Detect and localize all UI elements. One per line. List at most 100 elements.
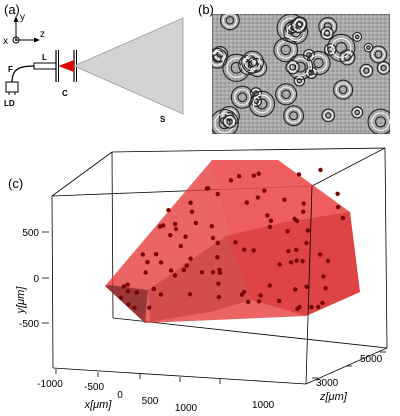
y-tick-label: 0 bbox=[33, 274, 39, 285]
particle-dot bbox=[305, 228, 311, 233]
particle-dot bbox=[173, 226, 179, 232]
diffraction-ring bbox=[219, 14, 240, 31]
panel-label-b: (b) bbox=[198, 2, 214, 17]
diffraction-ring bbox=[335, 41, 348, 54]
lens-holder bbox=[33, 62, 57, 70]
particle-dot bbox=[258, 293, 263, 298]
particle-dot bbox=[267, 224, 273, 229]
particle-dot bbox=[178, 243, 183, 249]
diffraction-ring bbox=[354, 34, 360, 40]
particle-dot bbox=[282, 197, 287, 202]
diffraction-ring bbox=[309, 54, 328, 72]
diffraction-ring bbox=[361, 65, 372, 76]
diffraction-ring bbox=[364, 44, 372, 52]
label-laser-diode: LD bbox=[4, 99, 15, 108]
diffraction-ring bbox=[212, 53, 222, 63]
particle-dot bbox=[301, 201, 306, 206]
z-axis-arrowhead bbox=[34, 37, 40, 43]
particle-dot bbox=[268, 218, 274, 223]
volume-face-top bbox=[212, 160, 350, 236]
diffraction-ring bbox=[287, 62, 298, 73]
diffraction-ring bbox=[252, 94, 272, 114]
particle-dot bbox=[335, 204, 341, 210]
diffraction-ring bbox=[296, 78, 303, 84]
diffraction-ring bbox=[291, 57, 310, 77]
diffraction-ring bbox=[222, 114, 237, 129]
x-tick-label: 500 bbox=[142, 396, 159, 407]
diffraction-ring bbox=[256, 98, 268, 110]
particle-dot bbox=[215, 191, 220, 197]
diffraction-ring bbox=[276, 41, 295, 59]
particle-dot bbox=[145, 260, 150, 265]
particle-dot bbox=[236, 174, 242, 179]
axis-label-x: x bbox=[3, 36, 8, 47]
panel-label-a: (a) bbox=[4, 2, 20, 17]
particle-dot bbox=[304, 240, 309, 246]
diffraction-ring bbox=[352, 31, 363, 42]
diffraction-ring bbox=[234, 88, 251, 106]
particle-dot bbox=[217, 267, 222, 272]
particle-dot bbox=[294, 258, 299, 263]
particle-dot bbox=[184, 263, 189, 268]
diffraction-ring bbox=[363, 67, 370, 74]
particle-dot bbox=[340, 215, 346, 221]
x-tick-label: -1000 bbox=[37, 379, 63, 390]
particle-dot bbox=[244, 200, 249, 205]
diffraction-ring bbox=[212, 108, 239, 134]
particle-dot bbox=[304, 284, 309, 289]
particle-dot bbox=[188, 256, 193, 261]
diffraction-ring bbox=[331, 37, 352, 58]
particle-dot bbox=[262, 188, 267, 193]
diffraction-ring bbox=[323, 30, 331, 37]
diffraction-ring bbox=[327, 33, 356, 63]
diffraction-ring bbox=[338, 85, 348, 95]
particle-dot bbox=[286, 249, 291, 254]
diffraction-ring bbox=[363, 42, 374, 53]
x-tick-label: -500 bbox=[84, 382, 104, 393]
diffraction-ring bbox=[369, 45, 388, 64]
axis-label-y: y bbox=[20, 12, 25, 23]
z-tick-label: 1000 bbox=[252, 400, 275, 411]
y-axis-arrowhead bbox=[13, 16, 19, 22]
diffraction-ring bbox=[371, 47, 385, 61]
diffraction-ring bbox=[289, 63, 296, 71]
diffraction-ring bbox=[285, 60, 300, 75]
diffraction-ring bbox=[278, 86, 294, 103]
particle-dot bbox=[300, 259, 305, 264]
particle-dot bbox=[125, 282, 130, 287]
particle-dot bbox=[183, 234, 188, 239]
particle-dot bbox=[172, 221, 178, 227]
particle-dot bbox=[134, 290, 139, 295]
reconstruction-volume bbox=[105, 160, 360, 323]
particle-dot bbox=[246, 299, 251, 304]
x-axis-dot-icon bbox=[12, 36, 20, 44]
panel-label-c: (c) bbox=[8, 176, 24, 191]
diffraction-ring bbox=[247, 57, 258, 67]
diffraction-ring bbox=[225, 16, 235, 25]
diffraction-ring bbox=[353, 33, 361, 41]
particle-dot bbox=[181, 267, 187, 273]
diffraction-ring bbox=[250, 95, 263, 108]
diffraction-ring bbox=[222, 14, 238, 28]
particle-dot bbox=[323, 286, 328, 291]
diffraction-ring bbox=[380, 64, 387, 71]
diffraction-ring bbox=[351, 106, 364, 119]
diffraction-ring bbox=[367, 108, 390, 134]
diffraction-ring bbox=[275, 83, 298, 106]
diffraction-ring bbox=[212, 47, 228, 69]
particle-dot bbox=[301, 209, 306, 214]
particle-dot bbox=[172, 273, 178, 278]
diffraction-ring bbox=[222, 53, 251, 82]
diffraction-rings bbox=[212, 14, 390, 134]
particle-dot bbox=[233, 240, 238, 245]
divergent-beam-cone bbox=[73, 17, 184, 115]
diffraction-ring bbox=[248, 90, 276, 118]
particle-dot bbox=[318, 252, 323, 257]
particle-dot bbox=[288, 260, 294, 265]
3d-particle-plot: 500 0 -500 y[μm] -1000 -500 0 500 1000 x… bbox=[15, 147, 388, 414]
particle-dot bbox=[216, 294, 222, 300]
diffraction-ring bbox=[371, 112, 390, 132]
y-axis-title: y[μm] bbox=[15, 286, 27, 315]
particle-dot bbox=[296, 172, 302, 177]
particle-dot bbox=[147, 305, 152, 310]
